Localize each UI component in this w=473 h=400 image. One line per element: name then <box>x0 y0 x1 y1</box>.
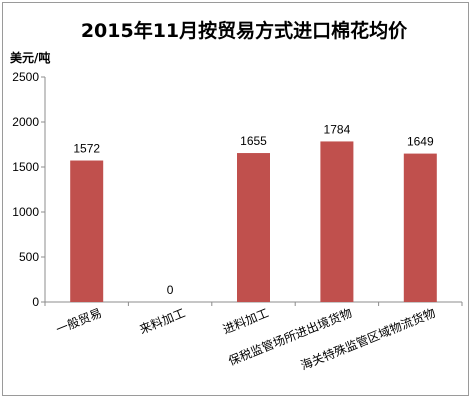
data-label: 1784 <box>324 122 351 136</box>
y-tick-label: 1000 <box>12 205 39 219</box>
bars <box>70 141 437 302</box>
data-label: 1572 <box>73 142 100 156</box>
bar <box>70 160 104 302</box>
category-label: 海关特殊监管区域物流货物 <box>298 305 437 373</box>
category-label: 进料加工 <box>221 306 271 337</box>
chart-title: 2015年11月按贸易方式进口棉花均价 <box>81 19 408 42</box>
bar <box>320 141 354 302</box>
data-label: 1655 <box>240 134 267 148</box>
category-label: 来料加工 <box>137 306 187 337</box>
data-label: 1649 <box>407 135 434 149</box>
y-tick-label: 2000 <box>12 115 39 129</box>
y-axis-unit-label: 美元/吨 <box>10 50 50 65</box>
bar <box>237 153 270 302</box>
y-tick-labels: 0 500 1000 1500 2000 2500 <box>12 70 39 309</box>
y-tick-label: 500 <box>19 250 39 264</box>
category-label: 一般贸易 <box>54 305 104 337</box>
y-tick-label: 2500 <box>12 70 39 84</box>
data-label: 0 <box>167 283 174 297</box>
bar <box>403 153 437 302</box>
data-labels: 1572 0 1655 1784 1649 <box>73 122 434 297</box>
y-tick-label: 0 <box>32 295 39 309</box>
y-tick-label: 1500 <box>12 160 39 174</box>
